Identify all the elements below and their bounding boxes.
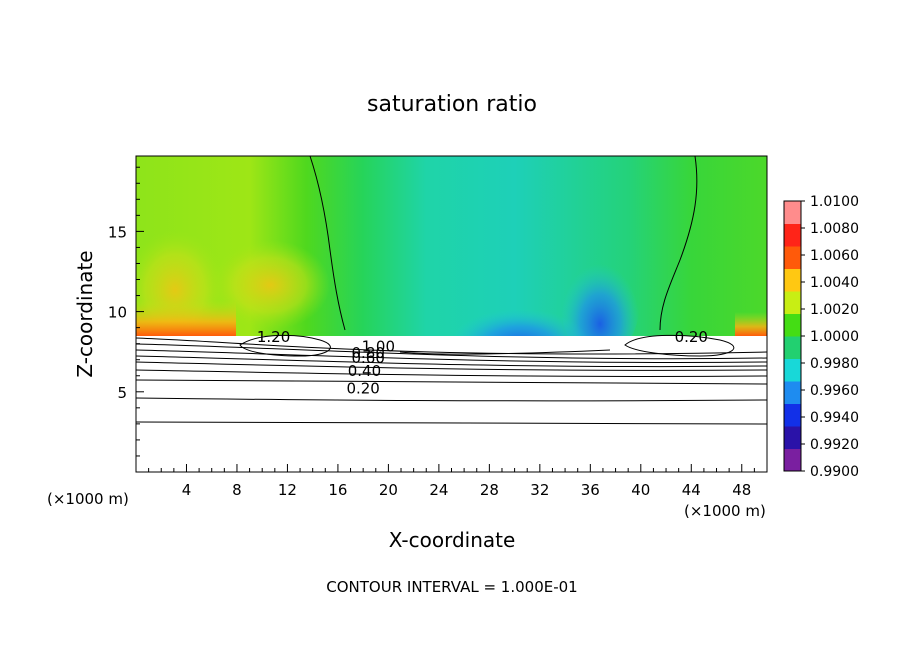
contour-dry-base: [399, 349, 611, 355]
moist-patch-left: [210, 240, 330, 330]
y-axis: 5 10 15: [108, 166, 144, 457]
chart-title: saturation ratio: [367, 92, 537, 117]
contour-level-1: [136, 337, 767, 355]
contour-label-group: 1.201.000.800.600.400.200.20: [257, 328, 708, 397]
contour-label: 0.60: [352, 349, 385, 367]
contour-level-8: [136, 397, 767, 402]
x-tick-label: 16: [328, 481, 347, 499]
contour-label: 0.80: [352, 344, 385, 362]
colorbar-swatch: [784, 246, 801, 269]
x-tick-label: 28: [480, 481, 499, 499]
contour-level-2: [136, 343, 767, 360]
colorbar-swatch: [784, 291, 801, 314]
contour-interval-footer: CONTOUR INTERVAL = 1.000E-01: [326, 578, 577, 596]
x-tick-label: 24: [429, 481, 448, 499]
colorbar-label: 0.9980: [810, 356, 859, 372]
colorbar-label: 0.9960: [810, 383, 859, 399]
colorbar-label: 0.9940: [810, 410, 859, 426]
contour-label: 0.40: [348, 362, 381, 380]
colorbar-swatch: [784, 358, 801, 382]
colorbar-swatch: [784, 336, 801, 359]
colorbar-swatch: [784, 268, 801, 292]
contour-label: 0.20: [675, 328, 708, 346]
colorbar-label: 1.0000: [810, 329, 859, 345]
contour-blob-left: [239, 334, 331, 357]
colorbar-label: 1.0100: [810, 194, 859, 210]
x-tick-label: 36: [581, 481, 600, 499]
colorbar-swatch: [784, 448, 801, 472]
y-axis-label: Z-coordinate: [73, 250, 97, 377]
x-unit-left: (×1000 m): [47, 490, 129, 508]
contour-label: 1.00: [362, 338, 395, 356]
x-unit-right: (×1000 m): [684, 502, 766, 520]
colorbar: 0.9900 0.9920 0.9940 0.9960 0.9980 1.0000 1.00…: [783, 194, 859, 480]
colorbar-swatch: [784, 426, 801, 449]
contour-level-6: [136, 369, 767, 377]
colorbar-swatch: [784, 313, 801, 337]
x-tick-label: 4: [182, 481, 192, 499]
y-tick-label: 10: [108, 304, 127, 322]
y-tick-label: 5: [117, 384, 127, 402]
colorbar-label: 1.0060: [810, 248, 859, 264]
colorbar-label: 1.0040: [810, 275, 859, 291]
colorbar-label: 1.0020: [810, 302, 859, 318]
colorbar-swatch: [784, 403, 801, 427]
contour-label: 0.20: [346, 379, 379, 397]
colorbar-label: 0.9920: [810, 437, 859, 453]
x-tick-label: 12: [278, 481, 297, 499]
contour-upper-left: [309, 156, 346, 331]
moist-band-right: [735, 312, 767, 336]
x-axis: 4 8 12 16 20 24 28 32 36 40 44 48: [148, 464, 755, 499]
contour-level-5: [136, 361, 767, 371]
contour-upper-right: [659, 156, 698, 331]
x-tick-label: 8: [232, 481, 242, 499]
x-tick-label: 20: [379, 481, 398, 499]
contour-label: 1.20: [257, 328, 290, 346]
contour-blob-right: [624, 334, 735, 357]
colorbar-swatch: [784, 381, 801, 404]
plot-area: [136, 156, 767, 472]
x-axis-label: X-coordinate: [389, 528, 516, 552]
x-tick-label: 32: [530, 481, 549, 499]
x-tick-label: 44: [682, 481, 701, 499]
colorbar-label: 1.0080: [810, 221, 859, 237]
moist-band-left: [136, 300, 236, 336]
colorbar-label: 0.9900: [810, 464, 859, 480]
colorbar-swatch: [784, 201, 801, 224]
x-tick-label: 48: [732, 481, 751, 499]
contour-level-4: [136, 355, 767, 368]
colorbar-swatch: [784, 223, 801, 247]
lower-layer: [136, 336, 767, 472]
x-tick-label: 40: [631, 481, 650, 499]
contour-level-3: [136, 349, 767, 364]
y-tick-label: 15: [108, 223, 127, 241]
